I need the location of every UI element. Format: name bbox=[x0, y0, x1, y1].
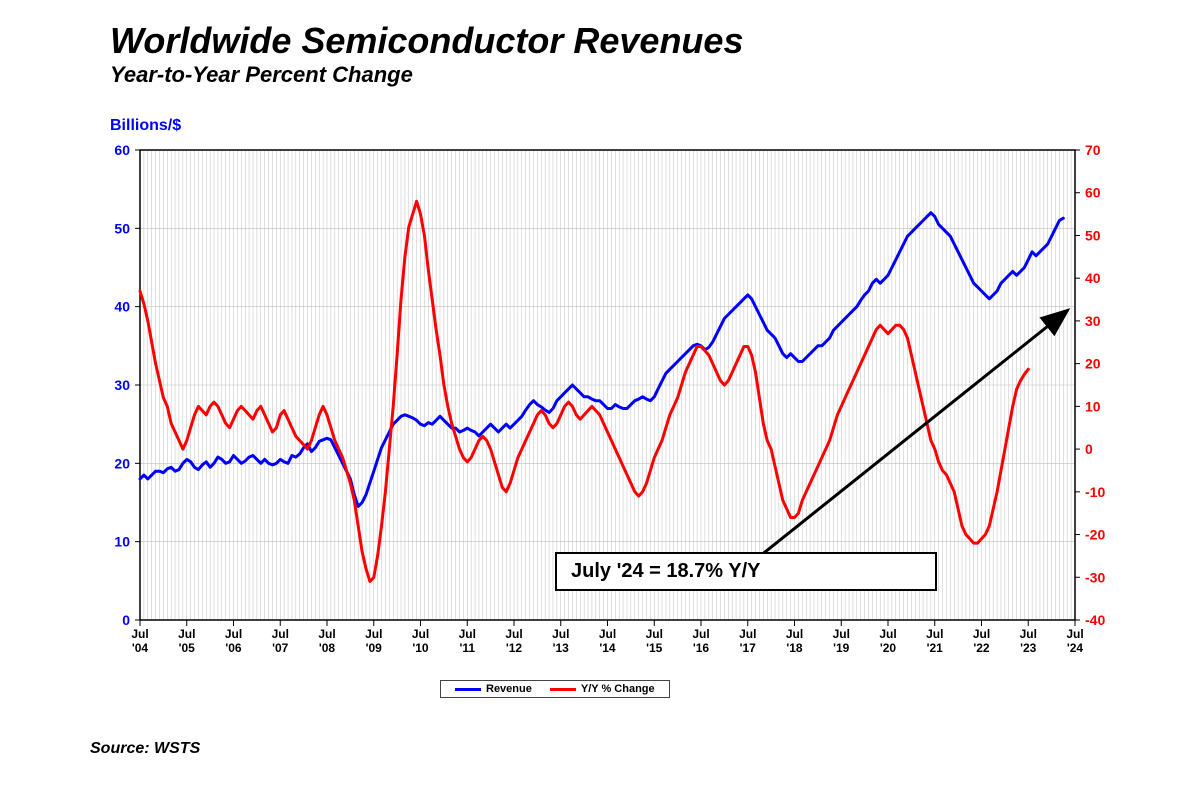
source-label: Source: WSTS bbox=[90, 740, 200, 758]
svg-text:-20: -20 bbox=[1085, 527, 1105, 543]
svg-text:'20: '20 bbox=[880, 641, 897, 655]
chart-legend: Revenue Y/Y % Change bbox=[440, 680, 670, 698]
svg-text:30: 30 bbox=[1085, 313, 1101, 329]
legend-swatch bbox=[550, 688, 576, 691]
svg-text:'19: '19 bbox=[833, 641, 850, 655]
chart-subtitle: Year-to-Year Percent Change bbox=[110, 62, 413, 88]
svg-text:0: 0 bbox=[1085, 441, 1093, 457]
svg-text:60: 60 bbox=[1085, 185, 1101, 201]
svg-text:Jul: Jul bbox=[739, 627, 756, 641]
svg-text:30: 30 bbox=[114, 377, 130, 393]
svg-text:'15: '15 bbox=[646, 641, 663, 655]
svg-text:20: 20 bbox=[1085, 356, 1101, 372]
svg-text:Jul: Jul bbox=[225, 627, 242, 641]
svg-text:Jul: Jul bbox=[599, 627, 616, 641]
svg-text:'06: '06 bbox=[225, 641, 242, 655]
svg-text:'04: '04 bbox=[132, 641, 149, 655]
svg-text:Jul: Jul bbox=[318, 627, 335, 641]
svg-text:Jul: Jul bbox=[459, 627, 476, 641]
svg-text:Jul: Jul bbox=[131, 627, 148, 641]
svg-text:'12: '12 bbox=[506, 641, 523, 655]
legend-label: Y/Y % Change bbox=[581, 683, 655, 695]
svg-text:Jul: Jul bbox=[692, 627, 709, 641]
svg-text:-10: -10 bbox=[1085, 484, 1105, 500]
svg-text:'24: '24 bbox=[1067, 641, 1084, 655]
svg-text:Jul: Jul bbox=[1066, 627, 1083, 641]
svg-text:70: 70 bbox=[1085, 142, 1101, 158]
svg-text:20: 20 bbox=[114, 455, 130, 471]
legend-item: Y/Y % Change bbox=[550, 683, 655, 695]
svg-text:'10: '10 bbox=[412, 641, 429, 655]
svg-text:'17: '17 bbox=[740, 641, 757, 655]
svg-text:Jul: Jul bbox=[973, 627, 990, 641]
svg-text:Jul: Jul bbox=[786, 627, 803, 641]
svg-text:Jul: Jul bbox=[365, 627, 382, 641]
legend-item: Revenue bbox=[455, 683, 532, 695]
y-left-axis-title: Billions/$ bbox=[110, 117, 181, 135]
svg-text:0: 0 bbox=[122, 612, 130, 628]
svg-text:Jul: Jul bbox=[178, 627, 195, 641]
svg-text:'05: '05 bbox=[179, 641, 196, 655]
svg-text:-40: -40 bbox=[1085, 612, 1105, 628]
svg-text:50: 50 bbox=[114, 220, 130, 236]
legend-label: Revenue bbox=[486, 683, 532, 695]
svg-text:10: 10 bbox=[1085, 398, 1101, 414]
legend-swatch bbox=[455, 688, 481, 691]
svg-text:'07: '07 bbox=[272, 641, 289, 655]
svg-text:'08: '08 bbox=[319, 641, 336, 655]
svg-text:Jul: Jul bbox=[879, 627, 896, 641]
svg-text:40: 40 bbox=[1085, 270, 1101, 286]
callout-annotation: July '24 = 18.7% Y/Y bbox=[555, 552, 937, 591]
chart-title: Worldwide Semiconductor Revenues bbox=[110, 20, 743, 62]
svg-text:'14: '14 bbox=[599, 641, 616, 655]
svg-text:Jul: Jul bbox=[646, 627, 663, 641]
svg-text:Jul: Jul bbox=[412, 627, 429, 641]
svg-text:'09: '09 bbox=[366, 641, 383, 655]
svg-text:10: 10 bbox=[114, 534, 130, 550]
svg-text:Jul: Jul bbox=[505, 627, 522, 641]
svg-text:'13: '13 bbox=[553, 641, 570, 655]
svg-text:-30: -30 bbox=[1085, 569, 1105, 585]
svg-text:'23: '23 bbox=[1020, 641, 1037, 655]
svg-text:Jul: Jul bbox=[272, 627, 289, 641]
svg-text:'16: '16 bbox=[693, 641, 710, 655]
svg-text:Jul: Jul bbox=[926, 627, 943, 641]
svg-text:40: 40 bbox=[114, 299, 130, 315]
svg-text:Jul: Jul bbox=[552, 627, 569, 641]
svg-text:'18: '18 bbox=[786, 641, 803, 655]
svg-text:Jul: Jul bbox=[833, 627, 850, 641]
svg-text:60: 60 bbox=[114, 142, 130, 158]
svg-text:'22: '22 bbox=[973, 641, 990, 655]
svg-text:'11: '11 bbox=[459, 641, 475, 655]
svg-text:Jul: Jul bbox=[1020, 627, 1037, 641]
svg-text:'21: '21 bbox=[927, 641, 944, 655]
svg-text:50: 50 bbox=[1085, 227, 1101, 243]
